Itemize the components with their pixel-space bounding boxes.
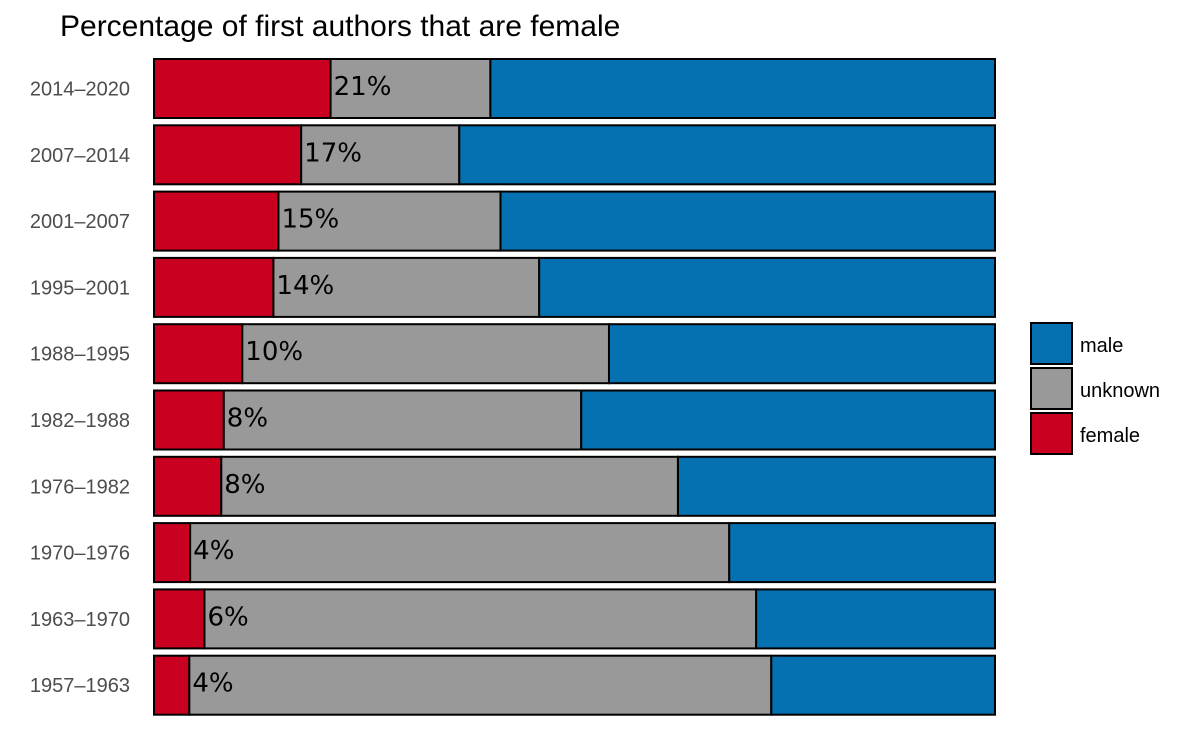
bar-female-4 bbox=[153, 323, 244, 385]
data-label: 10% bbox=[245, 337, 303, 367]
chart-title: Percentage of first authors that are fem… bbox=[60, 10, 621, 43]
y-tick-label: 1957–1963 bbox=[30, 675, 130, 697]
bar-unknown-6 bbox=[220, 455, 679, 517]
bar-male-0 bbox=[489, 58, 996, 119]
bar-unknown-3 bbox=[272, 256, 541, 318]
legend-label-male: male bbox=[1080, 335, 1123, 357]
data-label: 8% bbox=[227, 404, 268, 434]
tick-labels-layer: 2014–2020 21% 2007–2014 17% 2001–2007 15% 1995… bbox=[30, 72, 392, 699]
data-label: 14% bbox=[276, 271, 334, 301]
bar-male-1 bbox=[458, 124, 996, 186]
bar-unknown-5 bbox=[222, 389, 583, 451]
y-tick-label: 1976–1982 bbox=[30, 476, 130, 498]
bar-male-9 bbox=[770, 654, 996, 716]
bar-female-7 bbox=[153, 522, 192, 584]
legend-swatch-unknown bbox=[1030, 367, 1073, 410]
bar-female-0 bbox=[153, 58, 332, 119]
bar-male-5 bbox=[580, 389, 996, 451]
bar-male-3 bbox=[538, 256, 996, 318]
bar-unknown-7 bbox=[189, 522, 731, 584]
legend-swatch-male bbox=[1030, 322, 1073, 365]
bar-male-7 bbox=[728, 522, 996, 584]
bar-female-2 bbox=[153, 190, 280, 252]
y-tick-label: 2007–2014 bbox=[30, 145, 130, 167]
bar-female-5 bbox=[153, 389, 225, 451]
bar-female-3 bbox=[153, 256, 275, 318]
legend-swatch-female bbox=[1030, 412, 1073, 455]
bar-female-6 bbox=[153, 455, 223, 517]
data-label: 4% bbox=[192, 669, 233, 699]
data-label: 15% bbox=[281, 205, 339, 235]
y-tick-label: 1988–1995 bbox=[30, 344, 130, 366]
legend-label-unknown: unknown bbox=[1080, 380, 1160, 402]
y-tick-label: 1982–1988 bbox=[30, 410, 130, 432]
data-label: 4% bbox=[193, 536, 234, 566]
bar-female-1 bbox=[153, 124, 303, 186]
bar-male-4 bbox=[607, 323, 996, 385]
bar-male-6 bbox=[676, 455, 996, 517]
bar-male-8 bbox=[755, 588, 996, 650]
bar-unknown-1 bbox=[300, 124, 461, 186]
bars-layer bbox=[153, 58, 996, 716]
bar-female-8 bbox=[153, 588, 206, 650]
y-tick-label: 2001–2007 bbox=[30, 211, 130, 233]
bar-unknown-4 bbox=[241, 323, 610, 385]
y-tick-label: 2014–2020 bbox=[30, 79, 130, 101]
data-label: 6% bbox=[207, 602, 248, 632]
data-label: 8% bbox=[224, 470, 265, 500]
y-tick-label: 1995–2001 bbox=[30, 277, 130, 299]
legend-label-female: female bbox=[1080, 425, 1140, 447]
bar-unknown-0 bbox=[329, 58, 492, 119]
data-label: 21% bbox=[334, 72, 392, 102]
bar-unknown-9 bbox=[188, 654, 773, 716]
y-tick-label: 1970–1976 bbox=[30, 543, 130, 565]
data-label: 17% bbox=[304, 138, 362, 168]
bar-male-2 bbox=[499, 190, 996, 252]
y-tick-label: 1963–1970 bbox=[30, 609, 130, 631]
bar-unknown-8 bbox=[203, 588, 758, 650]
bar-female-9 bbox=[153, 654, 191, 716]
legend: male unknown female bbox=[1030, 322, 1160, 455]
bar-unknown-2 bbox=[277, 190, 502, 252]
